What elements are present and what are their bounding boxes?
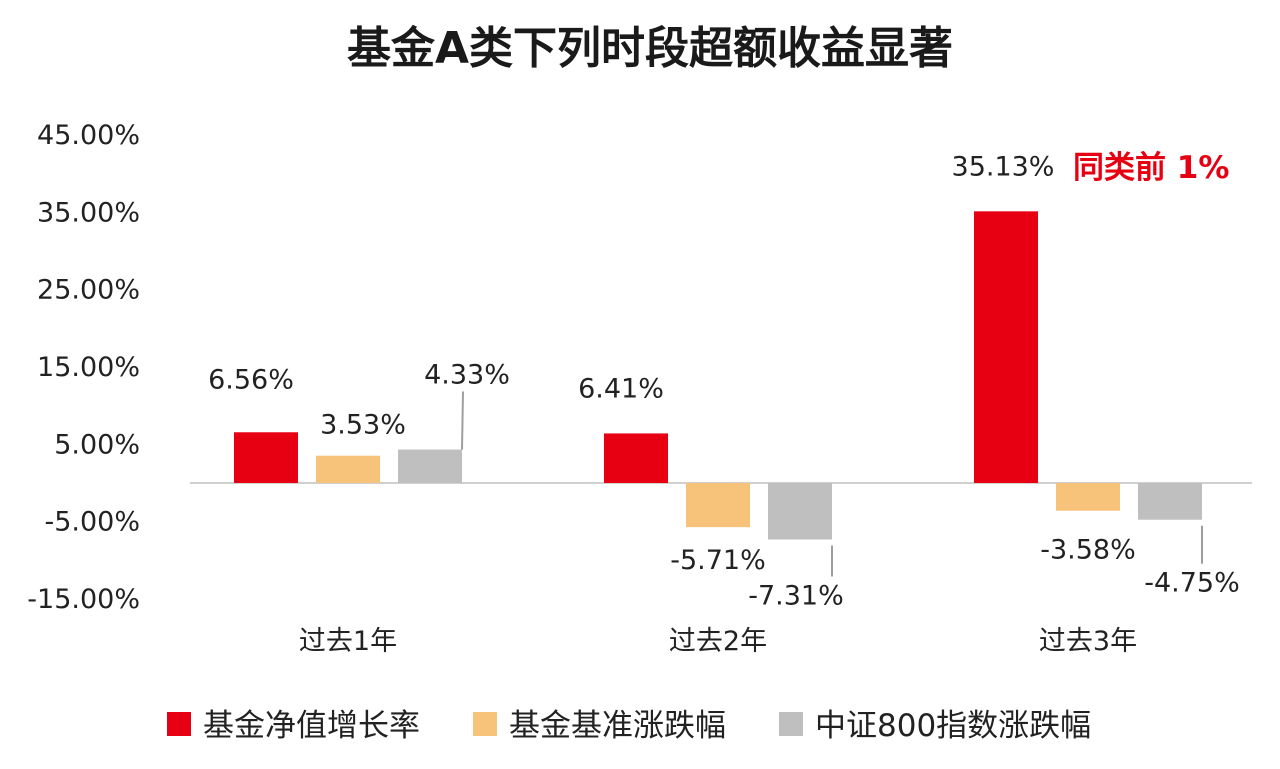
y-tick-label: 45.00% xyxy=(37,120,140,151)
y-tick-label: 25.00% xyxy=(37,275,140,306)
bars xyxy=(234,211,1202,540)
legend-label: 中证800指数涨跌幅 xyxy=(815,708,1091,744)
data-label: 4.33% xyxy=(424,360,510,391)
legend-swatch xyxy=(779,712,803,736)
annotation-top-1-percent: 同类前 1% xyxy=(1073,150,1229,186)
legend-label: 基金基准涨跌幅 xyxy=(509,708,726,744)
bar xyxy=(398,449,462,483)
legend-swatch xyxy=(473,712,497,736)
data-label: -3.58% xyxy=(1040,535,1136,566)
y-tick-label: 35.00% xyxy=(37,197,140,228)
bar xyxy=(1056,483,1120,511)
data-label: 35.13% xyxy=(952,151,1055,182)
bar xyxy=(316,455,380,483)
x-axis: 过去1年 过去2年 过去3年 xyxy=(299,626,1137,657)
bar xyxy=(1138,483,1202,520)
legend-label: 基金净值增长率 xyxy=(203,708,420,744)
bar xyxy=(234,432,298,483)
bar xyxy=(768,483,832,540)
legend-swatch xyxy=(167,712,191,736)
y-tick-label: 5.00% xyxy=(54,429,140,460)
data-label: 6.56% xyxy=(208,364,294,395)
y-tick-label: -15.00% xyxy=(27,584,140,615)
y-tick-label: 15.00% xyxy=(37,352,140,383)
bar xyxy=(686,483,750,528)
chart-title: 基金A类下列时段超额收益显著 xyxy=(347,23,953,74)
data-labels: 6.56% 6.41% 35.13% 3.53% -5.71% -3.58% 4.33% -7… xyxy=(208,151,1240,611)
data-label: -5.71% xyxy=(670,545,766,576)
data-label: 3.53% xyxy=(320,410,406,441)
y-axis: 45.00% 35.00% 25.00% 15.00% 5.00% -5.00% -15.0… xyxy=(27,120,140,615)
bar xyxy=(604,433,668,483)
leader-line xyxy=(461,391,464,450)
category-label: 过去2年 xyxy=(669,626,767,657)
data-label: 6.41% xyxy=(578,373,664,404)
bar xyxy=(974,211,1038,483)
legend: 基金净值增长率 基金基准涨跌幅 中证800指数涨跌幅 xyxy=(167,708,1091,744)
y-tick-label: -5.00% xyxy=(44,507,140,538)
data-label: -4.75% xyxy=(1144,568,1240,599)
category-label: 过去1年 xyxy=(299,626,397,657)
category-label: 过去3年 xyxy=(1039,626,1137,657)
data-label: -7.31% xyxy=(748,581,844,612)
